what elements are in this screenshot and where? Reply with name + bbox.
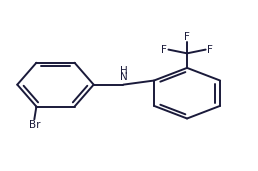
Text: F: F [184,32,190,42]
Text: Br: Br [29,120,40,130]
Text: H: H [120,67,128,76]
Text: F: F [161,45,167,55]
Text: F: F [207,45,213,55]
Text: N: N [120,72,128,82]
